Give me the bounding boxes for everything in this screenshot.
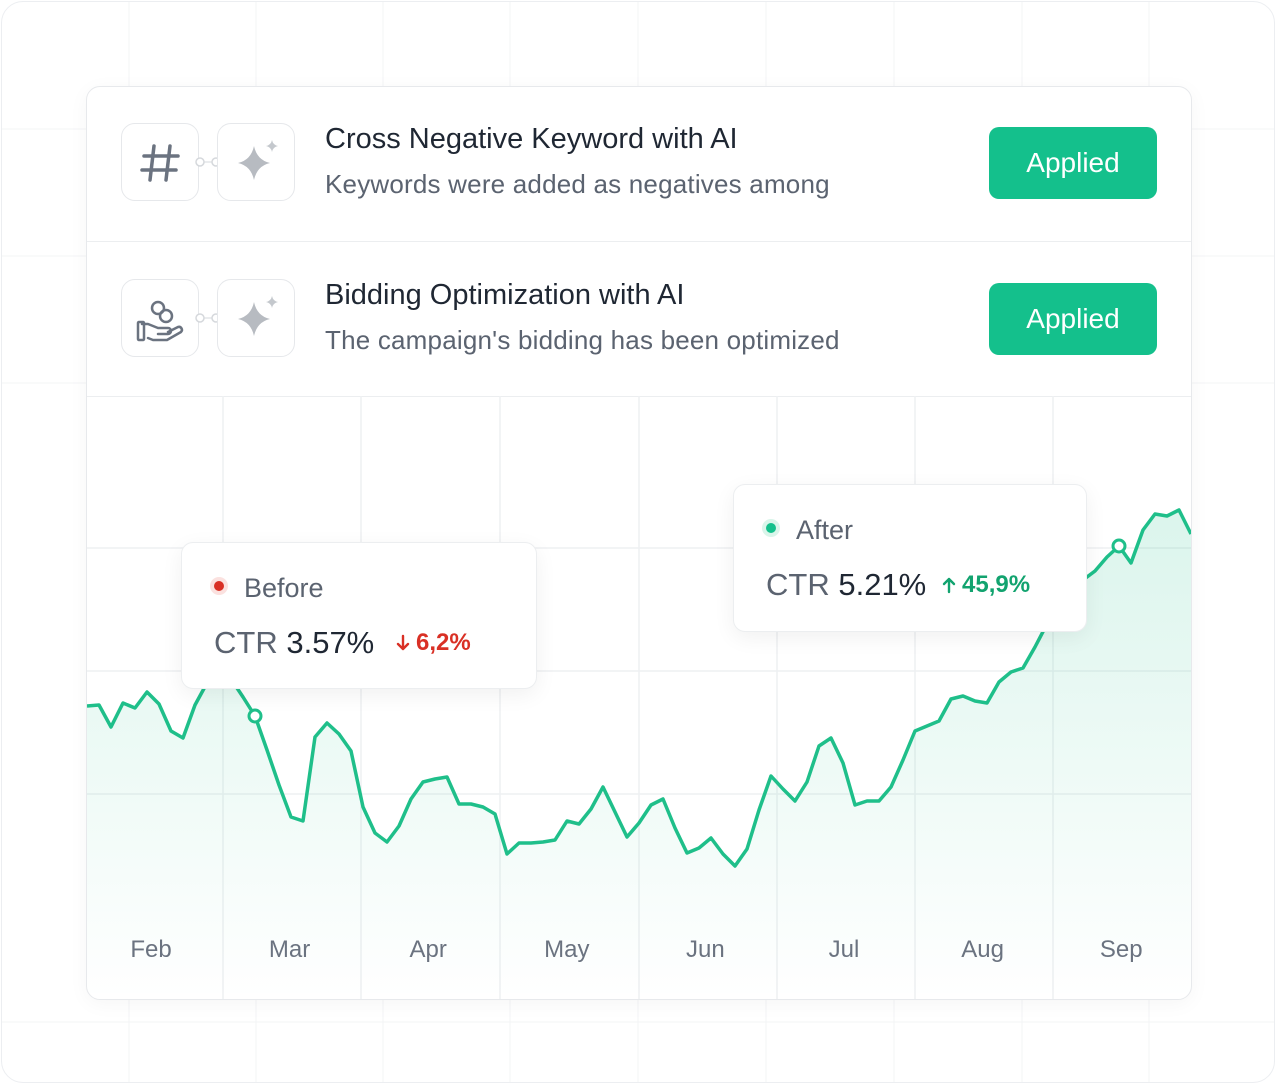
metric-value: 3.57%: [286, 625, 375, 660]
x-tick-label: Aug: [961, 936, 1004, 963]
x-tick-label: Feb: [130, 936, 171, 963]
status-dot: [766, 523, 776, 533]
line: [87, 508, 1191, 868]
tooltip-change: 6,2%: [396, 629, 471, 657]
metric-value: 5.21%: [838, 567, 927, 602]
item-description: The campaign's bidding has been optimize…: [325, 325, 840, 355]
sparkle-icon: [217, 123, 295, 201]
point-marker: [247, 708, 263, 724]
tooltip-label: Before: [244, 573, 324, 603]
x-tick-label: Mar: [269, 936, 310, 963]
item-description: Keywords were added as negatives among: [325, 169, 830, 199]
tooltip-label: After: [796, 515, 854, 545]
tooltip-metric: CTR 3.57%: [214, 625, 374, 661]
before-tooltip: Before CTR 3.57% 6,2%: [181, 542, 537, 689]
change-value: 6,2%: [416, 629, 471, 656]
tooltip-change: 45,9%: [942, 571, 1030, 599]
change-value: 45,9%: [962, 571, 1031, 598]
status-dot: [214, 581, 224, 591]
x-tick-label: Apr: [410, 936, 447, 963]
x-tick-label: Jun: [686, 936, 725, 963]
bidding-icon: [121, 279, 199, 357]
area: [87, 510, 1191, 999]
item-title: Bidding Optimization with AI: [325, 279, 685, 311]
card: Cross Negative Keyword with AI Keywords …: [86, 86, 1192, 1000]
action-row: Bidding Optimization with AI The campaig…: [87, 241, 1191, 397]
x-tick-label: Jul: [829, 936, 860, 963]
after-tooltip: After CTR 5.21% 45,9%: [733, 484, 1087, 632]
item-title: Cross Negative Keyword with AI: [325, 123, 738, 155]
hashtag-icon: [121, 123, 199, 201]
status-button[interactable]: Applied: [989, 127, 1157, 199]
x-tick-label: May: [544, 936, 589, 963]
action-row: Cross Negative Keyword with AI Keywords …: [87, 87, 1191, 242]
point-marker: [1111, 538, 1127, 554]
status-button[interactable]: Applied: [989, 283, 1157, 355]
metric-name: CTR: [214, 625, 278, 660]
metric-name: CTR: [766, 567, 830, 602]
x-tick-label: Sep: [1100, 936, 1143, 963]
tooltip-metric: CTR 5.21%: [766, 567, 926, 603]
sparkle-icon: [217, 279, 295, 357]
